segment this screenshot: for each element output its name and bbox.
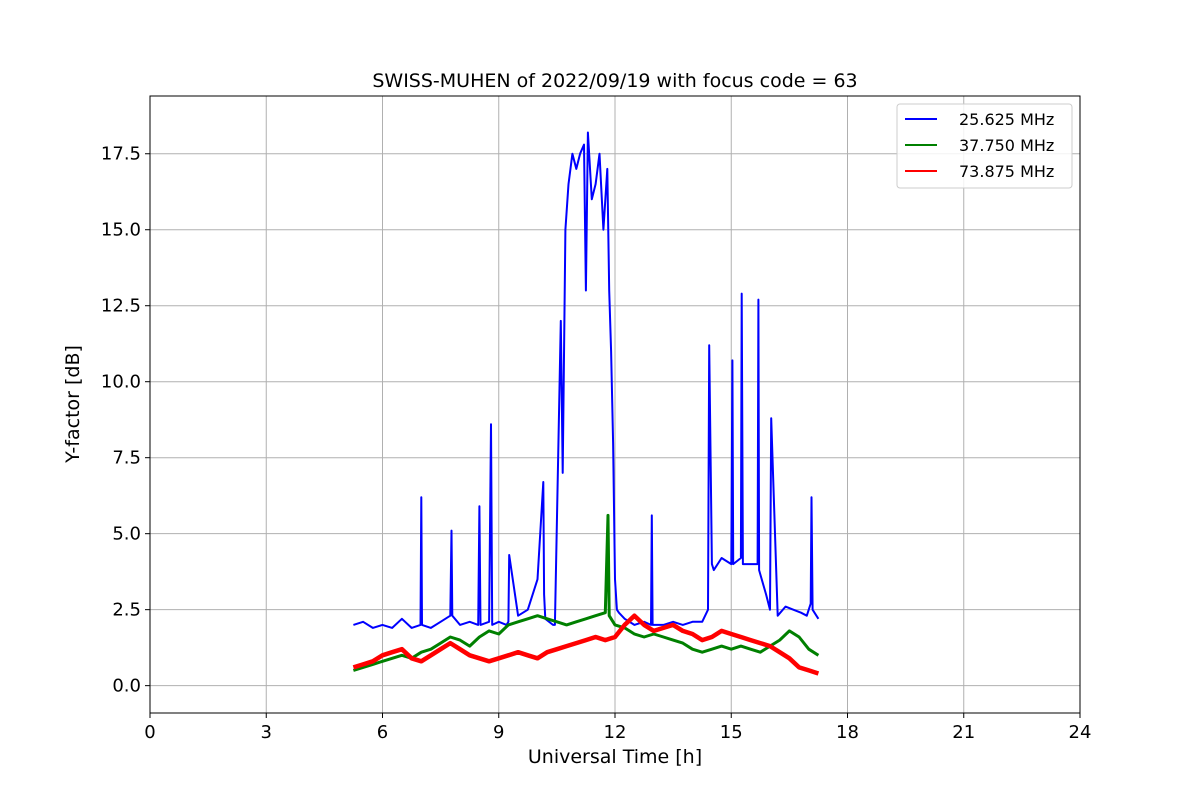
series-line-1: [353, 131, 820, 629]
x-tick-label: 0: [144, 722, 155, 743]
y-tick-label: 12.5: [101, 296, 141, 317]
x-axis-label: Universal Time [h]: [528, 746, 702, 768]
x-tick-label: 6: [377, 722, 388, 743]
x-tick-label: 18: [836, 722, 859, 743]
x-tick-label: 9: [493, 722, 504, 743]
legend-entry: 73.875 MHz: [959, 162, 1054, 181]
series-line-2: [352, 513, 820, 672]
x-tick-label: 21: [952, 722, 975, 743]
y-tick-label: 17.5: [101, 144, 141, 165]
grid: [149, 96, 1081, 713]
legend: 25.625 MHz 37.750 MHz 73.875 MHz: [896, 103, 1073, 189]
series-layer: [352, 131, 820, 676]
x-axis-ticks: 0 3 6 9 12 15 18 21 24: [144, 713, 1091, 743]
x-tick-label: 24: [1069, 722, 1092, 743]
chart-title: SWISS-MUHEN of 2022/09/19 with focus cod…: [372, 70, 857, 92]
series-line-3: [352, 613, 820, 676]
y-tick-label: 5.0: [112, 524, 141, 545]
legend-entry: 37.750 MHz: [959, 136, 1054, 155]
x-tick-label: 12: [604, 722, 627, 743]
y-tick-label: 7.5: [112, 448, 141, 469]
y-tick-label: 15.0: [101, 220, 141, 241]
y-axis-label: Y-factor [dB]: [62, 345, 84, 464]
y-tick-label: 10.0: [101, 372, 141, 393]
y-axis-ticks: 0.0 2.5 5.0 7.5 10.0 12.5 15.0 17.5: [101, 144, 150, 697]
x-tick-label: 15: [720, 722, 743, 743]
legend-entry: 25.625 MHz: [959, 110, 1054, 129]
legend-frame: [896, 103, 1073, 189]
y-tick-label: 0.0: [112, 676, 141, 697]
x-tick-label: 3: [261, 722, 272, 743]
y-tick-label: 2.5: [112, 600, 141, 621]
